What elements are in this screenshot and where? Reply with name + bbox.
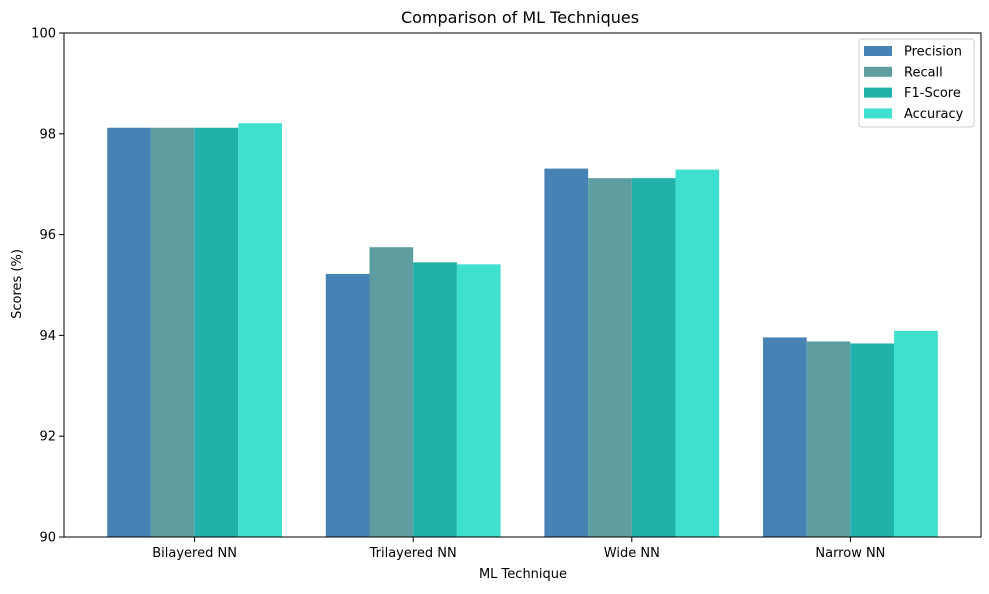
x-tick-label: Narrow NN <box>815 546 885 561</box>
bar-f1-score-0 <box>194 127 239 537</box>
legend-swatch-recall <box>864 66 892 77</box>
bar-accuracy-0 <box>238 123 282 537</box>
legend-label-f1-score: F1-Score <box>904 86 961 101</box>
chart-title: Comparison of ML Techniques <box>401 8 639 27</box>
legend-swatch-precision <box>864 46 892 56</box>
ticks-layer: 90 92 94 96 98 100 Bilayered NN Trilayered NN Wi… <box>31 27 885 562</box>
bar-recall-2 <box>588 178 632 537</box>
legend-swatch-accuracy <box>864 108 892 119</box>
y-axis-label: Scores (%) <box>10 249 25 319</box>
bar-accuracy-1 <box>456 264 501 537</box>
bar-recall-0 <box>150 127 195 537</box>
plot-frame <box>63 32 982 538</box>
bar-f1-score-3 <box>850 343 895 537</box>
y-tick-label: 100 <box>31 27 56 42</box>
x-tick-label: Wide NN <box>604 546 660 561</box>
legend-swatch-f1-score <box>864 87 892 98</box>
x-tick-label: Trilayered NN <box>369 546 457 561</box>
y-tick-label: 94 <box>39 329 56 344</box>
bar-precision-0 <box>107 127 151 537</box>
x-tick-label: Bilayered NN <box>152 546 237 561</box>
bar-f1-score-1 <box>413 262 457 537</box>
legend: Precision Recall F1-Score Accuracy <box>858 38 975 128</box>
y-tick-label: 92 <box>39 430 56 445</box>
bars-layer <box>107 123 938 537</box>
legend-label-recall: Recall <box>904 65 943 80</box>
bar-recall-1 <box>369 247 414 537</box>
legend-label-accuracy: Accuracy <box>904 107 964 122</box>
y-tick-label: 96 <box>39 228 56 243</box>
y-tick-label: 98 <box>39 127 56 142</box>
legend-label-precision: Precision <box>904 45 962 60</box>
bar-accuracy-3 <box>894 330 938 537</box>
bar-recall-3 <box>806 341 851 537</box>
bar-precision-1 <box>325 273 370 537</box>
axes-layer <box>63 32 982 538</box>
legend-box <box>858 38 975 128</box>
bar-accuracy-2 <box>675 169 720 537</box>
bar-f1-score-2 <box>631 178 676 537</box>
y-tick-label: 90 <box>39 531 56 546</box>
bar-precision-2 <box>544 168 589 537</box>
bar-precision-3 <box>763 337 807 537</box>
x-axis-label: ML Technique <box>479 567 567 582</box>
